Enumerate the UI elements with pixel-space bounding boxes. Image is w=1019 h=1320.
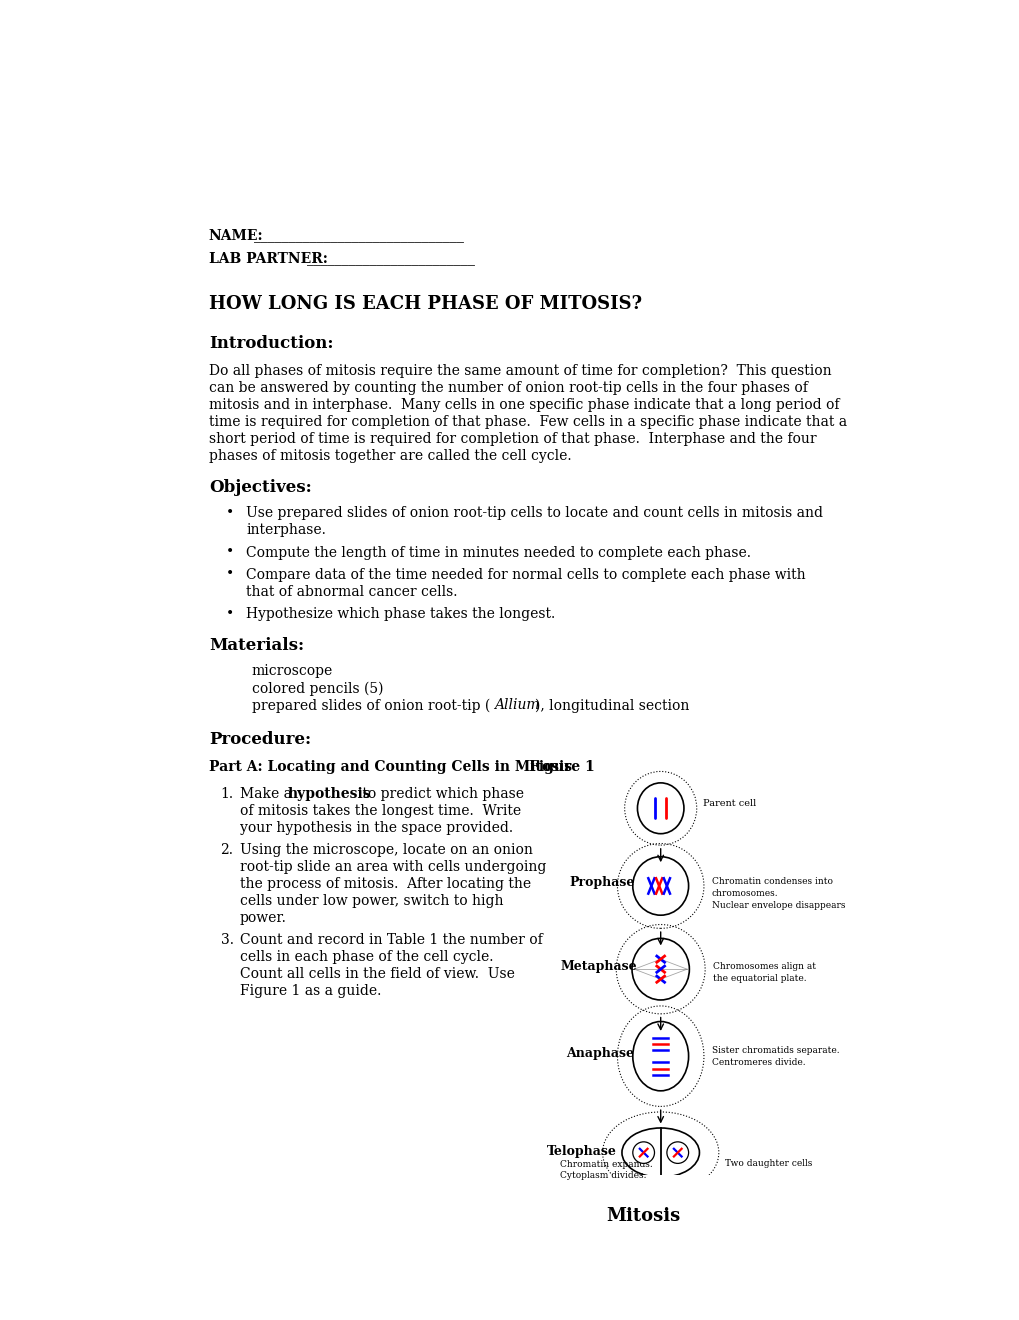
Text: •: • — [225, 506, 234, 520]
Text: interphase.: interphase. — [246, 524, 326, 537]
Text: •: • — [225, 568, 234, 581]
Text: Mitosis: Mitosis — [606, 1208, 680, 1225]
Ellipse shape — [622, 1129, 699, 1177]
Text: Do all phases of mitosis require the same amount of time for completion?  This q: Do all phases of mitosis require the sam… — [209, 364, 830, 378]
Text: Chromosomes align at: Chromosomes align at — [712, 962, 815, 972]
Text: Part A: Locating and Counting Cells in Mitosis: Part A: Locating and Counting Cells in M… — [209, 760, 572, 774]
Text: Centromeres divide.: Centromeres divide. — [711, 1059, 805, 1067]
Text: colored pencils (5): colored pencils (5) — [252, 681, 382, 696]
Text: cells under low power, switch to high: cells under low power, switch to high — [239, 894, 503, 908]
Text: Compare data of the time needed for normal cells to complete each phase with: Compare data of the time needed for norm… — [246, 568, 805, 582]
Text: chromosomes.: chromosomes. — [711, 888, 777, 898]
Ellipse shape — [632, 1142, 654, 1163]
Text: 3.: 3. — [220, 933, 233, 946]
Text: Chromatin expands.: Chromatin expands. — [559, 1159, 652, 1168]
Text: Metaphase: Metaphase — [559, 960, 637, 973]
Text: NAME:: NAME: — [209, 230, 263, 243]
Text: Prophase: Prophase — [569, 876, 634, 890]
Text: Objectives:: Objectives: — [209, 479, 312, 496]
Text: of mitosis takes the longest time.  Write: of mitosis takes the longest time. Write — [239, 804, 521, 817]
Text: •: • — [225, 607, 234, 620]
Ellipse shape — [632, 1022, 688, 1090]
Text: Materials:: Materials: — [209, 638, 304, 655]
Text: Procedure:: Procedure: — [209, 730, 311, 747]
Text: Telophase: Telophase — [546, 1144, 616, 1158]
Text: ________________________: ________________________ — [307, 252, 474, 267]
Text: Hypothesize which phase takes the longest.: Hypothesize which phase takes the longes… — [246, 607, 554, 622]
Text: time is required for completion of that phase.  Few cells in a specific phase in: time is required for completion of that … — [209, 414, 846, 429]
Text: your hypothesis in the space provided.: your hypothesis in the space provided. — [239, 821, 513, 834]
Text: Anaphase: Anaphase — [566, 1047, 634, 1060]
Text: Nuclear envelope disappears: Nuclear envelope disappears — [711, 900, 845, 909]
Text: Figure 1: Figure 1 — [529, 760, 594, 774]
Text: Using the microscope, locate on an onion: Using the microscope, locate on an onion — [239, 843, 532, 857]
Text: Parent cell: Parent cell — [702, 799, 755, 808]
Text: 1.: 1. — [220, 787, 233, 801]
Text: phases of mitosis together are called the cell cycle.: phases of mitosis together are called th… — [209, 449, 571, 463]
Text: Allium: Allium — [493, 698, 539, 713]
Text: 2.: 2. — [220, 843, 233, 857]
Text: microscope: microscope — [252, 664, 332, 678]
Ellipse shape — [632, 857, 688, 915]
Text: Compute the length of time in minutes needed to complete each phase.: Compute the length of time in minutes ne… — [246, 545, 750, 560]
Text: Chromatin condenses into: Chromatin condenses into — [711, 876, 832, 886]
Text: LAB PARTNER:: LAB PARTNER: — [209, 252, 327, 267]
Text: cells in each phase of the cell cycle.: cells in each phase of the cell cycle. — [239, 950, 493, 964]
Text: to predict which phase: to predict which phase — [358, 787, 523, 801]
Text: short period of time is required for completion of that phase.  Interphase and t: short period of time is required for com… — [209, 432, 815, 446]
Text: hypothesis: hypothesis — [287, 787, 371, 801]
Text: Sister chromatids separate.: Sister chromatids separate. — [711, 1047, 839, 1055]
Text: mitosis and in interphase.  Many cells in one specific phase indicate that a lon: mitosis and in interphase. Many cells in… — [209, 397, 839, 412]
Text: Make a: Make a — [239, 787, 296, 801]
Text: the equatorial plate.: the equatorial plate. — [712, 974, 806, 983]
Text: Count and record in Table 1 the number of: Count and record in Table 1 the number o… — [239, 933, 542, 946]
Text: that of abnormal cancer cells.: that of abnormal cancer cells. — [246, 585, 458, 599]
Text: can be answered by counting the number of onion root-tip cells in the four phase: can be answered by counting the number o… — [209, 381, 807, 395]
Text: HOW LONG IS EACH PHASE OF MITOSIS?: HOW LONG IS EACH PHASE OF MITOSIS? — [209, 294, 641, 313]
Ellipse shape — [637, 783, 684, 834]
Text: Cytoplasm divides.: Cytoplasm divides. — [559, 1171, 646, 1180]
Ellipse shape — [632, 939, 689, 1001]
Text: Use prepared slides of onion root-tip cells to locate and count cells in mitosis: Use prepared slides of onion root-tip ce… — [246, 507, 822, 520]
Text: ______________________________: ______________________________ — [254, 230, 464, 243]
Text: Two daughter cells: Two daughter cells — [725, 1159, 811, 1168]
Text: root-tip slide an area with cells undergoing: root-tip slide an area with cells underg… — [239, 859, 546, 874]
Text: Introduction:: Introduction: — [209, 335, 333, 351]
Text: prepared slides of onion root-tip (: prepared slides of onion root-tip ( — [252, 698, 489, 713]
Text: Figure 1 as a guide.: Figure 1 as a guide. — [239, 983, 381, 998]
Text: Count all cells in the field of view.  Use: Count all cells in the field of view. Us… — [239, 968, 515, 981]
Text: ), longitudinal section: ), longitudinal section — [535, 698, 689, 713]
Ellipse shape — [666, 1142, 688, 1163]
Text: •: • — [225, 545, 234, 558]
Text: power.: power. — [239, 911, 286, 925]
Text: the process of mitosis.  After locating the: the process of mitosis. After locating t… — [239, 876, 531, 891]
